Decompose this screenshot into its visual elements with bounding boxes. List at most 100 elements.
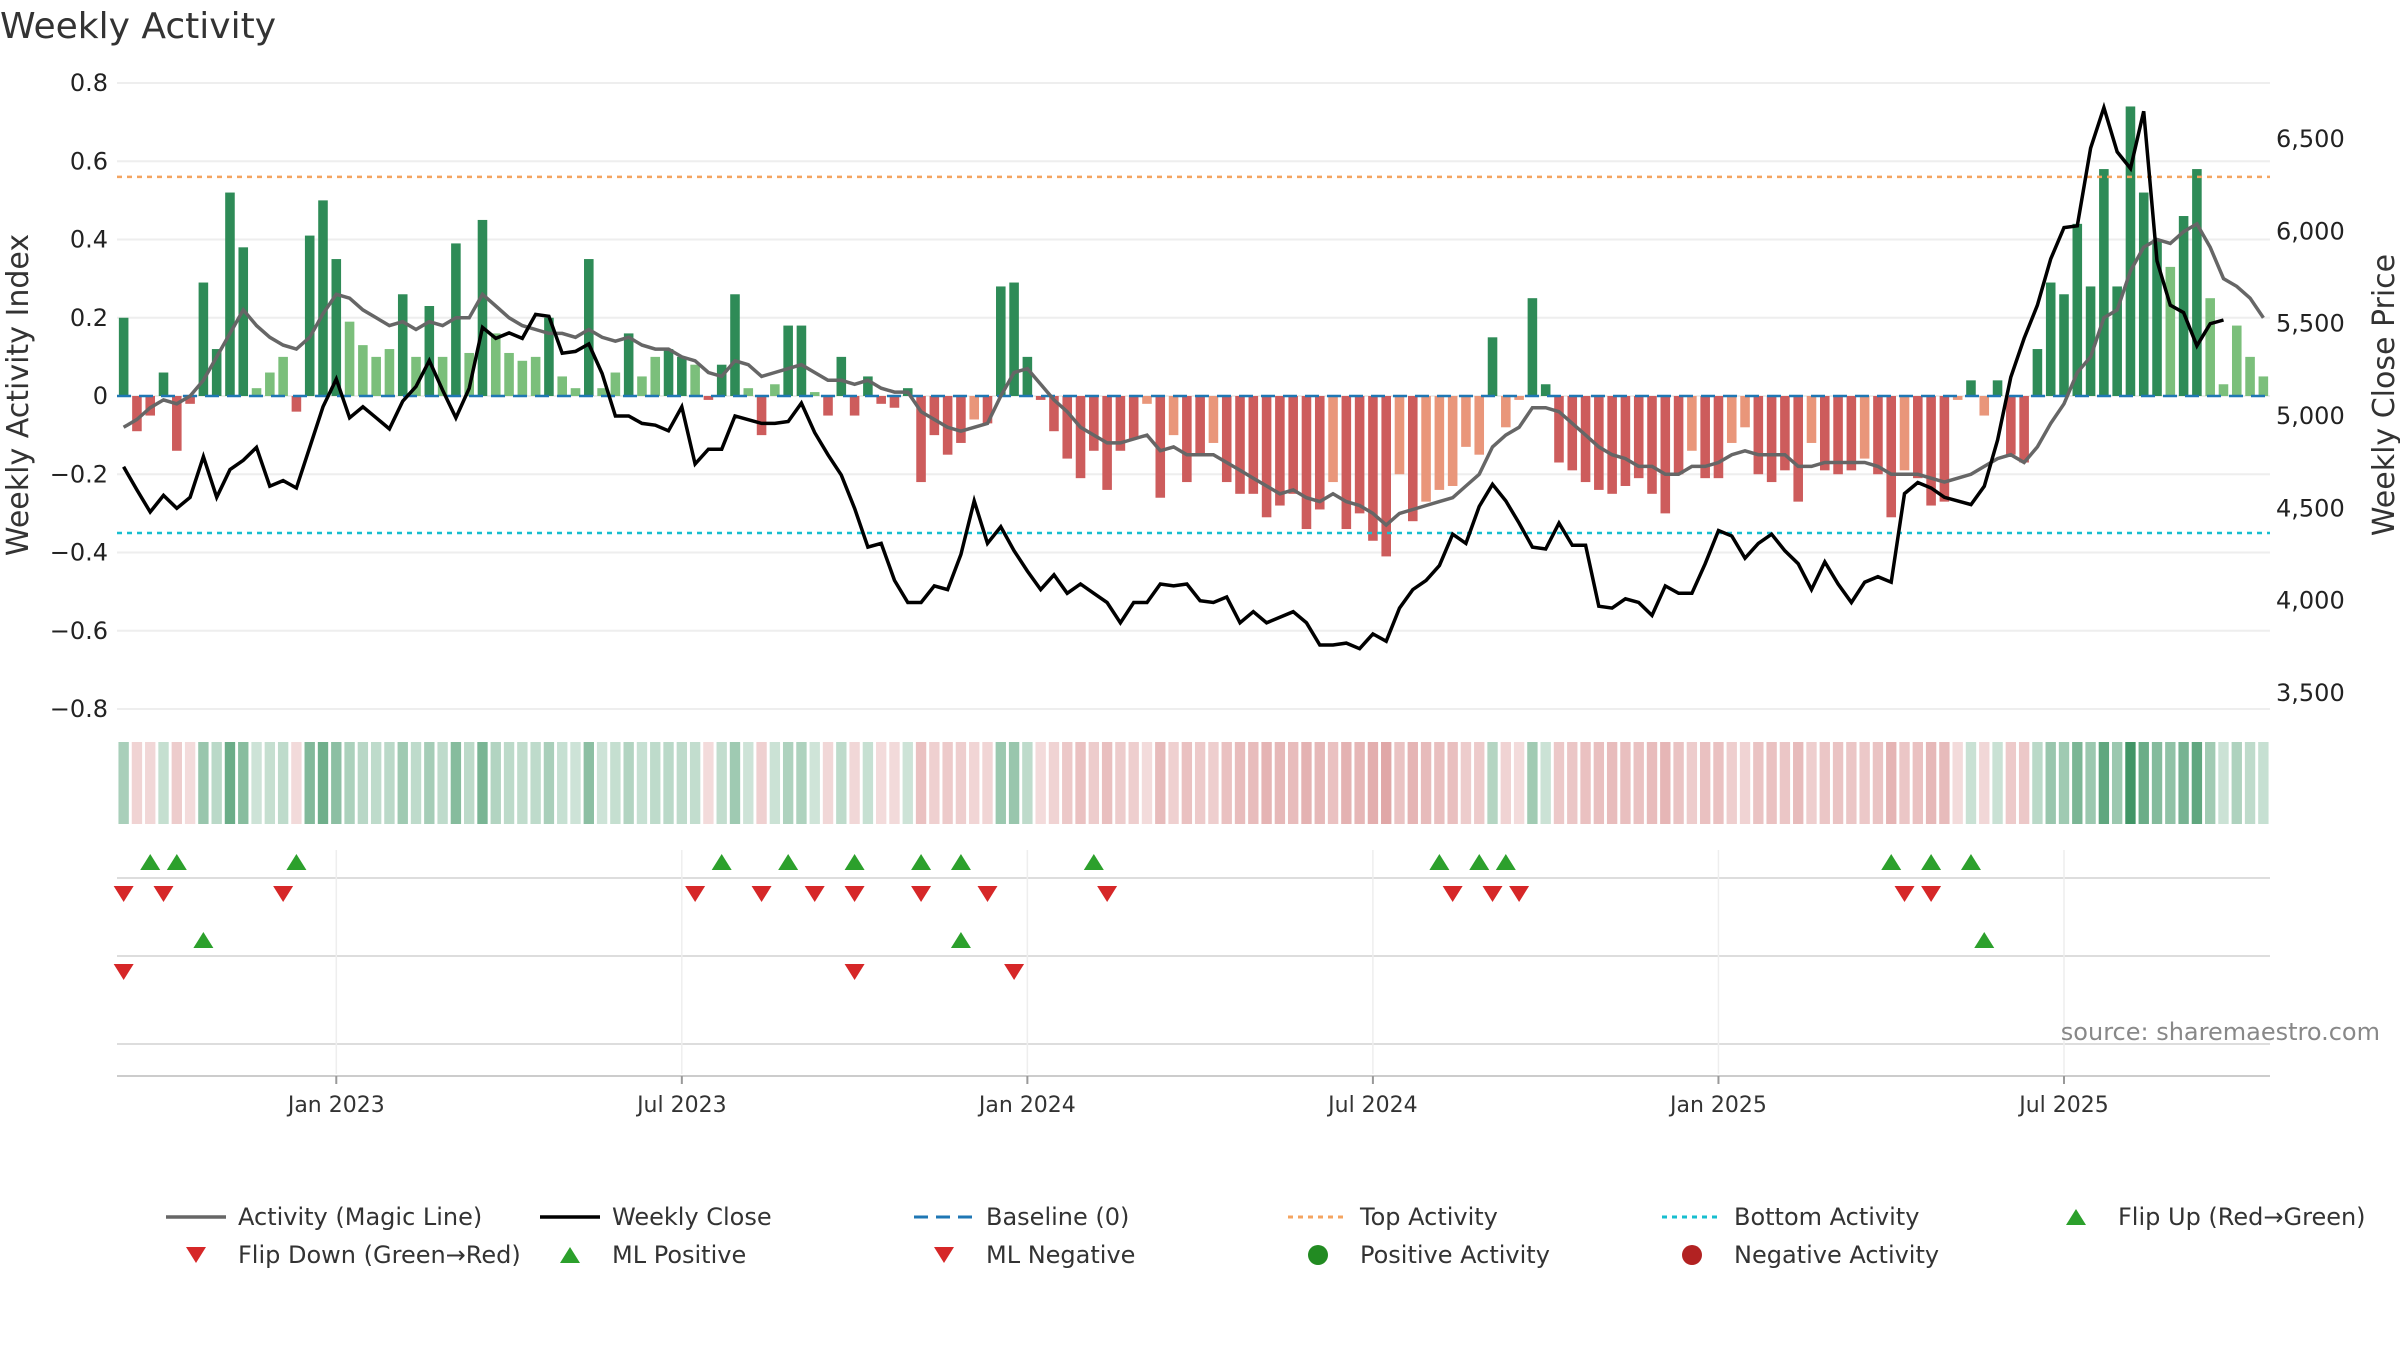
activity-bar bbox=[118, 317, 129, 396]
activity-bar bbox=[1394, 396, 1405, 475]
heat-cell bbox=[2138, 742, 2149, 824]
flip-down-marker bbox=[1482, 886, 1503, 902]
heat-cell bbox=[2231, 742, 2242, 824]
heat-cell bbox=[264, 742, 276, 824]
y2-tick-label: 6,500 bbox=[2276, 125, 2345, 153]
heat-cell bbox=[1527, 742, 1538, 824]
heat-cell bbox=[1487, 742, 1498, 824]
activity-bar bbox=[1540, 384, 1551, 396]
y2-tick-label: 6,000 bbox=[2276, 217, 2345, 245]
activity-bar bbox=[956, 396, 966, 443]
heat-cell bbox=[158, 742, 169, 824]
activity-bar bbox=[1939, 396, 1950, 502]
x-tick-label: Jan 2024 bbox=[977, 1093, 1076, 1118]
activity-bar bbox=[225, 192, 235, 396]
flip-down-marker bbox=[1097, 886, 1118, 902]
activity-bar bbox=[132, 396, 142, 432]
heat-cell bbox=[1513, 742, 1525, 824]
ml-positive-marker bbox=[950, 932, 971, 948]
legend-label: Flip Down (Green→Red) bbox=[238, 1241, 521, 1269]
heat-cell bbox=[570, 742, 581, 824]
heat-cell bbox=[822, 742, 834, 824]
heat-cell bbox=[610, 742, 621, 824]
legend-swatch-positive bbox=[1308, 1245, 1328, 1265]
heat-cell bbox=[1660, 742, 1671, 824]
flip-down-marker bbox=[844, 886, 865, 902]
activity-bar bbox=[1301, 396, 1312, 530]
activity-bar bbox=[1168, 396, 1179, 436]
activity-bar bbox=[318, 200, 328, 396]
heat-cell bbox=[1234, 742, 1246, 824]
heat-cell bbox=[184, 742, 196, 824]
heat-cell bbox=[1168, 742, 1179, 824]
heat-cell bbox=[782, 742, 794, 824]
heat-cell bbox=[889, 742, 900, 824]
heat-cell bbox=[1101, 742, 1113, 824]
legend-swatch-up bbox=[560, 1247, 580, 1263]
activity-bar bbox=[1022, 356, 1033, 396]
heat-cell bbox=[1620, 742, 1631, 824]
heat-cell bbox=[543, 742, 555, 824]
heat-cell bbox=[224, 742, 236, 824]
activity-bar bbox=[1275, 396, 1285, 506]
heat-cell bbox=[1341, 742, 1352, 824]
activity-bar bbox=[876, 396, 886, 404]
heat-cell bbox=[357, 742, 369, 824]
activity-bar bbox=[1341, 396, 1352, 530]
heat-cell bbox=[1633, 742, 1644, 824]
source-note: source: sharemaestro.com bbox=[2061, 1018, 2380, 1046]
activity-bar bbox=[1966, 380, 1976, 396]
heat-cell bbox=[1939, 742, 1950, 824]
heat-cell bbox=[1128, 742, 1139, 824]
heat-cell bbox=[1208, 742, 1219, 824]
activity-bar bbox=[677, 356, 687, 396]
activity-bar bbox=[929, 396, 940, 436]
flip-up-marker bbox=[911, 854, 932, 870]
flip-down-marker bbox=[804, 886, 825, 902]
activity-bar bbox=[504, 352, 514, 396]
activity-bar bbox=[1673, 396, 1684, 475]
heat-cell bbox=[118, 742, 129, 824]
flip-up-marker bbox=[950, 854, 971, 870]
activity-bar bbox=[2165, 266, 2176, 396]
activity-bar bbox=[650, 356, 661, 396]
heat-cell bbox=[1314, 742, 1325, 824]
activity-bar bbox=[2138, 192, 2149, 396]
heat-cell bbox=[902, 742, 913, 824]
activity-bar bbox=[1780, 396, 1790, 471]
activity-bar bbox=[2019, 396, 2029, 463]
heat-cell bbox=[1367, 742, 1379, 824]
activity-bar bbox=[371, 356, 381, 396]
heat-cell bbox=[1912, 742, 1923, 824]
flip-down-marker bbox=[1894, 886, 1915, 902]
heat-cell bbox=[915, 742, 927, 824]
activity-bar bbox=[358, 345, 368, 396]
heat-cell bbox=[2032, 742, 2043, 824]
y2-tick-label: 3,500 bbox=[2276, 679, 2345, 707]
activity-bar bbox=[2032, 349, 2043, 396]
activity-bar bbox=[610, 372, 621, 396]
heat-cell bbox=[703, 742, 714, 824]
heat-cell bbox=[291, 742, 302, 824]
y-tick-label: 0 bbox=[93, 382, 108, 410]
activity-bar bbox=[1115, 396, 1126, 451]
flip-up-marker bbox=[1469, 854, 1490, 870]
activity-bar bbox=[1408, 396, 1418, 522]
y2-tick-label: 4,500 bbox=[2276, 494, 2345, 522]
flip-down-marker bbox=[911, 886, 932, 902]
heat-cell bbox=[2151, 742, 2163, 824]
activity-bar bbox=[1501, 396, 1511, 428]
heat-cell bbox=[596, 742, 608, 824]
y-tick-label: −0.6 bbox=[50, 617, 108, 645]
activity-bar bbox=[1421, 396, 1431, 502]
flip-up-marker bbox=[1083, 854, 1104, 870]
activity-bar bbox=[544, 317, 554, 396]
heat-cell bbox=[211, 742, 222, 824]
activity-bar bbox=[2178, 216, 2189, 396]
activity-bar bbox=[1288, 396, 1298, 494]
heat-cell bbox=[1274, 742, 1286, 824]
activity-bar bbox=[2152, 239, 2162, 396]
activity-bar bbox=[557, 376, 568, 396]
flip-down-marker bbox=[685, 886, 706, 902]
heat-cell bbox=[1434, 742, 1445, 824]
